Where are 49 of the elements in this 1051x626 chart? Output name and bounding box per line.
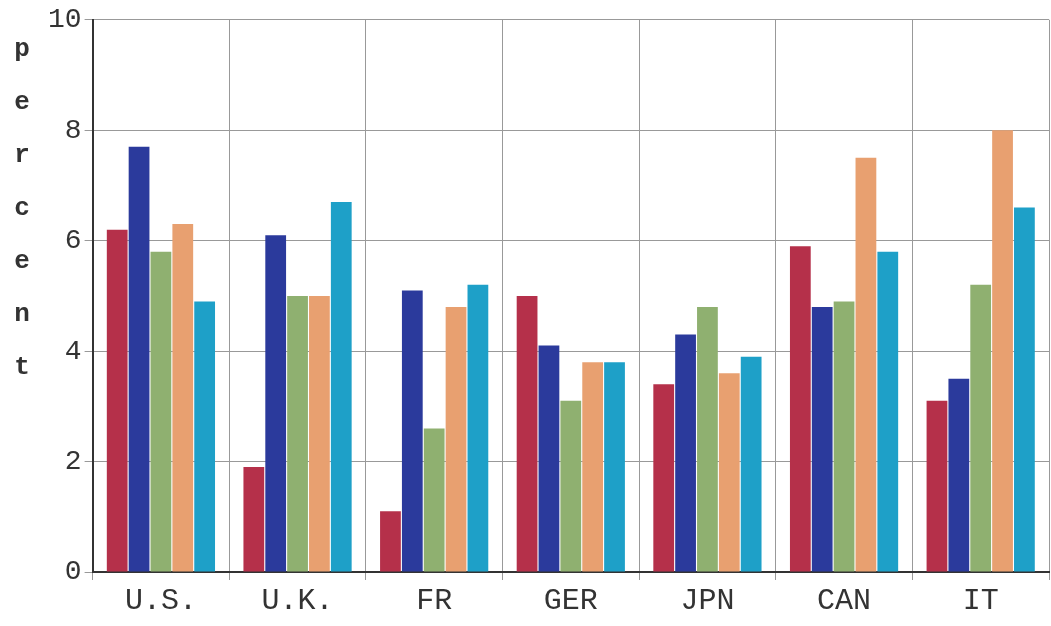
x-tick-label: CAN	[817, 583, 872, 618]
bar	[560, 400, 582, 572]
x-tick-label: GER	[543, 583, 598, 618]
bar	[604, 362, 625, 572]
bar	[445, 306, 467, 572]
bar	[582, 362, 604, 572]
bar	[1014, 207, 1035, 572]
bar	[330, 202, 352, 572]
x-tick-label: JPN	[680, 583, 735, 618]
y-tick-label: 2	[64, 445, 82, 477]
y-tick-label: 10	[48, 4, 82, 36]
bar	[877, 251, 899, 572]
bar	[811, 306, 833, 572]
bar	[265, 235, 287, 572]
bar	[970, 284, 992, 572]
bar	[538, 345, 560, 572]
bar	[948, 378, 970, 572]
bar	[287, 295, 308, 572]
bar	[150, 251, 172, 572]
x-tick-label: IT	[962, 583, 999, 618]
y-tick-label: 4	[64, 335, 82, 367]
bar	[855, 157, 877, 572]
bar	[401, 290, 423, 572]
bar	[718, 373, 740, 572]
bar	[653, 384, 675, 572]
bar	[380, 511, 401, 572]
bar	[992, 130, 1013, 572]
bar	[675, 334, 696, 572]
x-tick-label: U.K.	[261, 583, 334, 618]
bar	[467, 284, 489, 572]
bar	[516, 295, 538, 572]
y-axis-title: percent	[14, 34, 30, 383]
bar	[789, 246, 811, 572]
x-tick-label: U.S.	[124, 583, 197, 618]
y-tick-label: 8	[64, 114, 82, 146]
bar	[194, 301, 216, 572]
bar	[423, 428, 445, 572]
bar	[697, 306, 718, 572]
x-tick-label: FR	[416, 583, 453, 618]
bar	[106, 229, 128, 572]
y-tick-label: 0	[64, 556, 82, 588]
bar	[172, 224, 194, 572]
bar	[740, 356, 762, 572]
bar	[309, 295, 330, 572]
y-tick-label: 6	[64, 225, 82, 257]
bar	[128, 146, 150, 572]
bar	[833, 301, 855, 572]
bar	[926, 400, 948, 572]
bar	[243, 467, 265, 572]
